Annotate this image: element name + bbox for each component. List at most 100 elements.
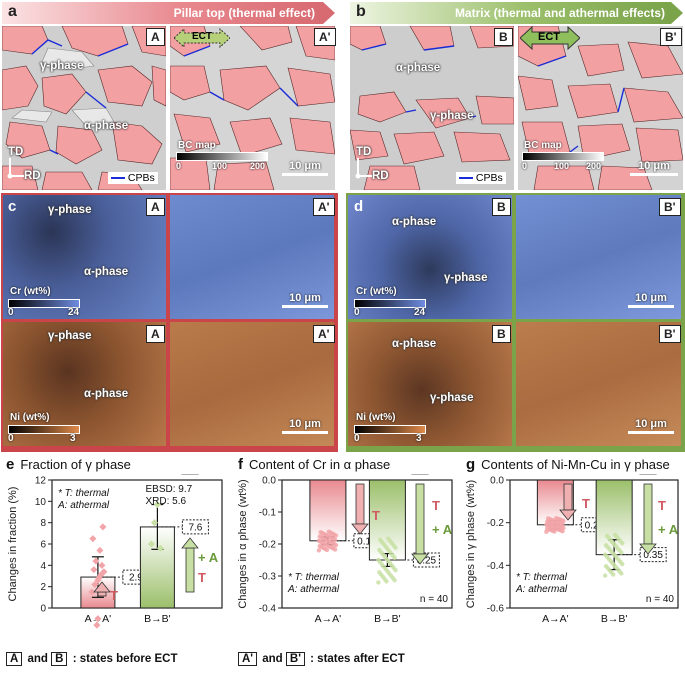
data-point [333,542,339,548]
axes-icon-b [355,158,372,179]
arrow-label: T [582,496,590,511]
data-point [377,570,382,575]
ni-max-c: 3 [70,433,76,444]
data-point [618,538,623,544]
annotation: A: athermal [57,500,110,511]
ni-map-b-prime [516,322,681,446]
y-tick-label: -0.2 [259,540,277,551]
ni-colorbar-d [354,425,426,434]
cr-map-a [3,195,166,319]
label-ni-alpha-b: α-phase [392,338,437,350]
cr-colorbar-c [8,299,80,308]
data-point [329,545,334,550]
footnote-before-b: B [51,652,68,666]
tag-d-b-ni: B [492,325,511,343]
label-rd-b: RD [372,170,389,182]
arrow-shaft [415,483,425,555]
y-tick-label: -0.1 [259,508,277,519]
data-point [89,535,97,543]
ebsd-map-a [2,26,166,190]
data-point [91,580,99,589]
label-gamma-phase: γ-phase [40,60,84,72]
bc-tick-200: 200 [250,161,266,171]
data-point [147,540,155,548]
data-point [617,548,622,553]
chart-e-title: Fraction of γ phase [20,457,131,472]
arrow-head [93,581,111,593]
data-point [153,500,161,509]
data-point [619,571,624,576]
ect-label-a: ECT [192,31,212,42]
label-cr-alpha-a: α-phase [84,266,129,278]
panel-letter-d: d [354,198,364,215]
effect-arrow [559,483,577,521]
data-point [317,543,322,549]
data-point [325,533,331,539]
data-point [96,546,104,554]
footnote-after: A' and B' : states after ECT [238,652,405,666]
cr-colorbar-d [354,299,426,308]
data-point [378,549,384,555]
data-point [316,548,322,553]
scale-bar-b-label: 10 μm [638,160,670,172]
y-tick-label: -0.6 [487,604,505,615]
footnote-after-b: B' [285,652,305,666]
label-alpha-phase-b: α-phase [396,62,441,74]
panel-b-title: Matrix (thermal and athermal effects) [454,6,665,20]
scale-bar-d-cr: 10 μm [628,292,674,308]
data-point [388,573,394,578]
arrow-shaft [185,547,195,593]
data-point [609,570,614,575]
data-point [331,536,336,542]
arrow-head [181,537,199,549]
footnote-before: A and B : states before ECT [6,652,178,666]
data-point [323,542,329,547]
cpbs-label-b: CPBs [475,172,503,184]
y-tick-label: 8 [40,518,46,529]
tag-c-a: A [146,198,165,216]
bc-map-label-b: BC map [524,140,562,151]
label-ni-gamma-a: γ-phase [48,330,92,342]
y-tick-label: -0.4 [487,561,505,572]
data-point [602,573,608,578]
footnote-after-and: and [262,653,283,665]
label-cr-gamma-b: γ-phase [444,272,488,284]
scale-bar-c-cr: 10 μm [282,292,328,308]
ni-min-c: 0 [8,433,14,444]
x-category-label: A→A' [315,613,342,625]
ebsd-map-b [350,26,514,190]
panel-a-title: Pillar top (thermal effect) [173,6,315,20]
data-point [379,539,385,545]
y-tick-label: 2 [40,582,46,593]
data-point [386,536,391,541]
tag-b-left: B [494,28,513,46]
label-td: TD [8,146,24,158]
value-box [181,519,209,535]
chart-f: -0.4 -0.3 -0.2 -0.1 0.0 Changes in α phase (w… [237,474,453,625]
bc-map-legend-a [176,152,268,161]
data-point [156,544,164,552]
arrow-label: + A [658,522,679,537]
footnote-before-and: and [27,653,48,665]
arrow-shaft [563,483,573,511]
data-point [382,576,387,582]
data-point [98,561,106,569]
x-category-label: B→B' [374,613,401,625]
data-point [604,554,610,559]
data-point [332,532,337,537]
bc-tick-100: 100 [212,161,228,171]
data-point [88,588,96,596]
plot-frame [509,479,679,609]
cr-map-b-prime [516,195,681,319]
chart-g: -0.6 -0.4 -0.2 0.0 Changes in γ phase (wt%) 0… [465,474,679,625]
y-tick-label: -0.2 [487,518,505,529]
ebsd-map-a-prime [170,26,335,190]
data-point [318,539,323,544]
bc-tick-0: 0 [176,161,182,171]
chart-g-title-wrap: g Contents of Ni-Mn-Cu in γ phase [466,456,670,473]
cpbs-line-icon-b [459,177,473,180]
value-label: 0.19 [357,536,377,547]
data-point [616,557,621,563]
effect-arrow [351,483,369,535]
